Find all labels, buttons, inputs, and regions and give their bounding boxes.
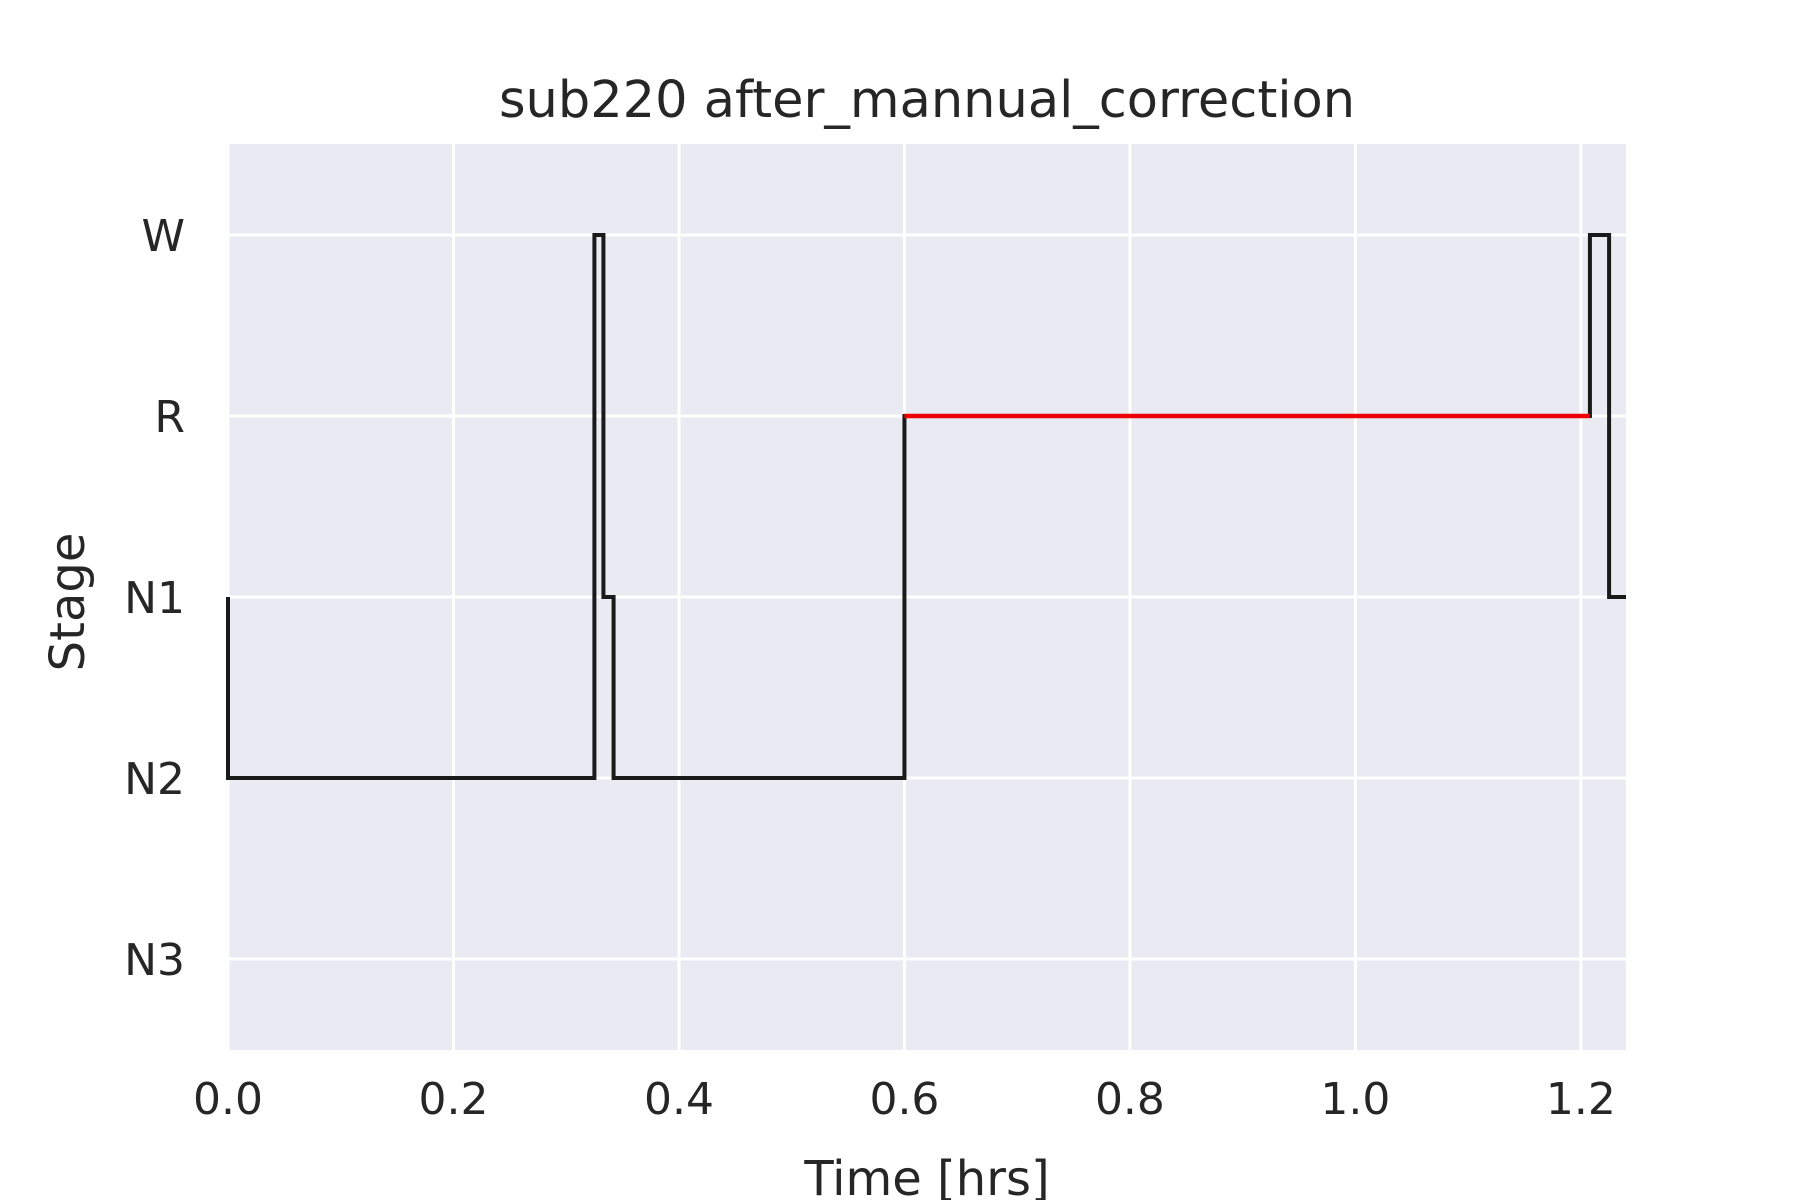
x-tick-label: 1.2 [1546, 1074, 1616, 1125]
y-tick-label: N1 [124, 573, 185, 624]
x-tick-label: 0.4 [644, 1074, 714, 1125]
x-tick-label: 0.6 [869, 1074, 939, 1125]
hypnogram-line [226, 233, 1626, 780]
y-tick-label: N3 [124, 935, 185, 986]
y-tick-labels: W R N1 N2 N3 [124, 211, 185, 986]
x-tick-label: 1.0 [1320, 1074, 1390, 1125]
y-tick-label: N2 [124, 754, 185, 805]
y-tick-label: W [141, 211, 185, 262]
y-axis-label: Stage [40, 533, 96, 672]
chart-title: sub220 after_mannual_correction [499, 71, 1355, 130]
x-tick-label: 0.2 [418, 1074, 488, 1125]
y-tick-label: R [154, 392, 185, 443]
x-tick-label: 0.8 [1095, 1074, 1165, 1125]
x-tick-label: 0.0 [193, 1074, 263, 1125]
series-layer [226, 233, 1626, 780]
x-axis-label: Time [hrs] [803, 1151, 1049, 1200]
x-tick-labels: 0.0 0.2 0.4 0.6 0.8 1.0 1.2 [193, 1074, 1616, 1125]
